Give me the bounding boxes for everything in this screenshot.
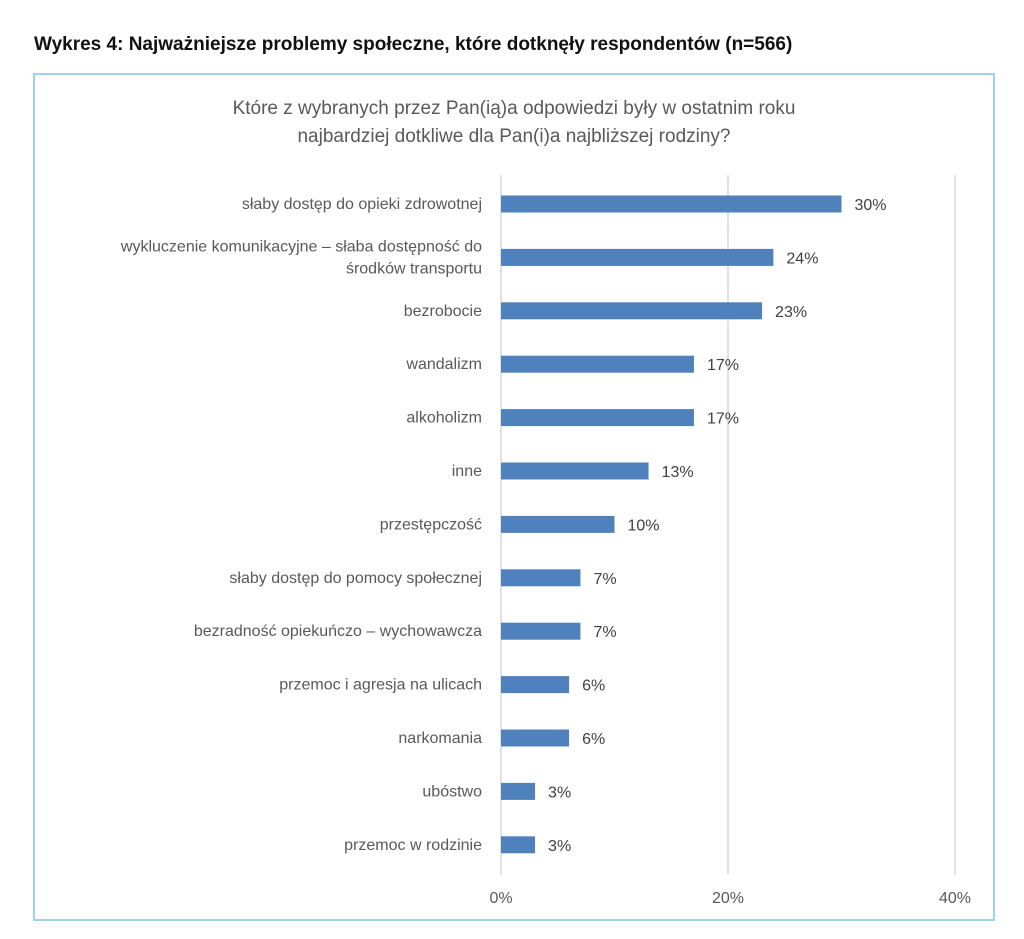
bar [501,355,694,373]
bar [501,622,581,640]
data-label: 30% [855,197,887,214]
data-label: 17% [707,411,739,428]
bar [501,729,570,747]
bar-chart-plot: 0% 20% 40% słaby dostęp do opieki zdrowotne… [120,175,971,907]
category-label: alkoholizm [406,410,482,427]
category-label: bezradność opiekuńczo – wychowawcza [194,623,482,640]
category-label: inne [452,463,482,480]
data-label: 6% [582,731,605,748]
category-label: przemoc i agresja na ulicach [279,677,482,694]
bar [501,248,774,266]
category-label: słaby dostęp do opieki zdrowotnej [242,196,482,213]
chart-title-line-2: najbardziej dotkliwe dla Pan(i)a najbliż… [297,126,731,147]
data-label: 3% [548,838,571,855]
bar [501,409,694,427]
bar [501,676,570,694]
x-tick-label: 20% [712,890,744,907]
data-label: 24% [786,250,818,267]
category-label: wykluczenie komunikacyjne – słaba dostęp… [120,238,482,255]
data-label: 10% [628,517,660,534]
chart-frame: Które z wybranych przez Pan(ią)a odpowie… [33,73,995,921]
category-label: słaby dostęp do pomocy społecznej [229,570,482,587]
chart-title: Które z wybranych przez Pan(ią)a odpowie… [35,95,993,151]
category-label: ubóstwo [422,783,482,800]
category-label: przemoc w rodzinie [344,837,482,854]
category-label: wandalizm [405,356,482,373]
data-label: 7% [593,571,616,588]
bar [501,515,615,533]
x-tick-label: 0% [489,890,512,907]
data-label: 3% [548,784,571,801]
bar [501,302,763,320]
data-label: 6% [582,678,605,695]
chart-title-line-1: Które z wybranych przez Pan(ią)a odpowie… [232,98,796,119]
data-label: 7% [593,624,616,641]
data-label: 13% [662,464,694,481]
bar [501,195,842,213]
category-label: narkomania [398,730,482,747]
bar [501,836,536,854]
bar [501,782,536,800]
category-label: przestępczość [380,516,482,533]
category-label: bezrobocie [404,303,482,320]
x-tick-label: 40% [939,890,971,907]
data-label: 23% [775,304,807,321]
bar [501,462,649,480]
data-label: 17% [707,357,739,374]
category-label: środków transportu [346,260,482,277]
figure-title: Wykres 4: Najważniejsze problemy społecz… [34,34,793,55]
bar [501,569,581,587]
